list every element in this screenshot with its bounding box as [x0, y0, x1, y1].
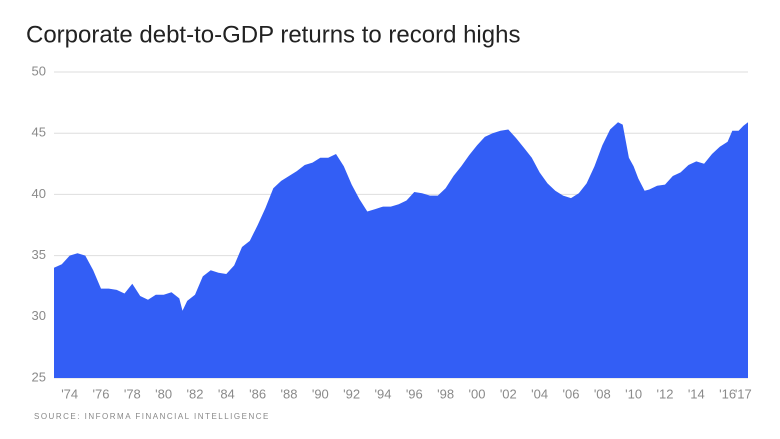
x-tick-label: '16 [719, 386, 736, 401]
x-tick-label: '76 [93, 386, 110, 401]
x-tick-label: '92 [343, 386, 360, 401]
y-tick-label: 25 [32, 369, 46, 384]
y-tick-label: 30 [32, 308, 46, 323]
y-tick-label: 35 [32, 247, 46, 262]
x-tick-label: '80 [155, 386, 172, 401]
x-tick-label: '86 [249, 386, 266, 401]
x-tick-label: '14 [688, 386, 705, 401]
x-tick-label: '84 [218, 386, 235, 401]
x-tick-label: '17 [735, 386, 752, 401]
source: SOURCE: INFORMA FINANCIAL INTELLIGENCE [34, 412, 270, 421]
x-tick-label: '12 [656, 386, 673, 401]
x-tick-label: '78 [124, 386, 141, 401]
y-tick-label: 45 [32, 125, 46, 140]
x-tick-label: '90 [312, 386, 329, 401]
x-tick-label: '82 [187, 386, 204, 401]
x-tick-label: '74 [61, 386, 78, 401]
x-tick-label: '00 [469, 386, 486, 401]
x-tick-label: '98 [437, 386, 454, 401]
chart-title: Corporate debt-to-GDP returns to record … [26, 21, 520, 48]
x-tick-label: '96 [406, 386, 423, 401]
x-tick-label: '08 [594, 386, 611, 401]
x-tick-label: '88 [281, 386, 298, 401]
x-tick-label: '04 [531, 386, 548, 401]
x-tick-label: '02 [500, 386, 517, 401]
y-tick-label: 50 [32, 63, 46, 78]
x-tick-label: '94 [375, 386, 392, 401]
area [54, 122, 748, 378]
x-tick-label: '06 [562, 386, 579, 401]
x-tick-label: '10 [625, 386, 642, 401]
y-tick-label: 40 [32, 186, 46, 201]
